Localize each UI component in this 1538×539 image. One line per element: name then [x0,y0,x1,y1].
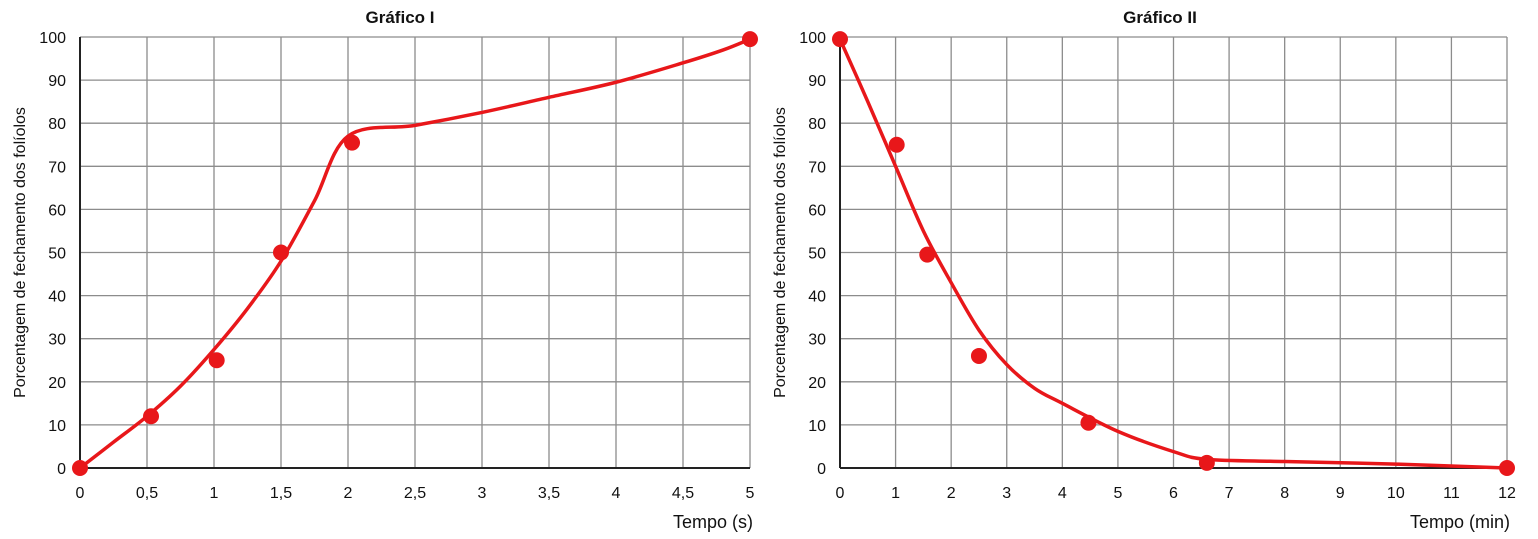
y-tick-label: 80 [808,116,826,133]
y-tick-label: 30 [48,332,66,349]
data-point [832,31,848,48]
x-tick-label: 5 [1113,485,1122,502]
x-tick-label: 8 [1280,485,1289,502]
data-point [742,31,758,48]
y-tick-label: 40 [808,289,826,306]
chart-title: Gráfico I [366,8,435,27]
x-tick-label: 0,5 [136,485,158,502]
y-tick-label: 70 [808,159,826,176]
gridlines [839,36,1508,469]
x-axis-label: Tempo (min) [1410,512,1510,532]
trend-curve [78,37,752,470]
x-tick-labels: 0 0,5 1 1,5 2 2,5 3 3,5 4 4,5 5 [76,485,755,502]
x-axis-label: Tempo (s) [673,512,753,532]
x-tick-label: 2 [947,485,956,502]
x-tick-labels: 0 1 2 3 4 5 6 7 8 9 10 11 12 [836,485,1516,502]
y-tick-label: 20 [808,375,826,392]
y-tick-labels: 0 10 20 30 40 50 60 70 80 90 100 [39,30,66,478]
x-tick-label: 3 [478,485,487,502]
trend-curve [838,37,1509,470]
y-tick-label: 30 [808,332,826,349]
data-point [888,136,905,153]
y-axis-label: Porcentagem de fechamento dos folíolos [12,107,29,398]
data-points [832,31,1515,476]
x-tick-label: 1 [210,485,219,502]
x-tick-label: 2,5 [404,485,426,502]
x-tick-label: 4 [612,485,621,502]
data-point [143,408,160,425]
y-tick-label: 50 [808,246,826,263]
data-point [919,246,936,263]
x-tick-label: 1 [891,485,900,502]
chart-grafico-i: 0 0,5 1 1,5 2 2,5 3 3,5 4 4,5 50102030405060708090… [12,8,758,532]
x-tick-label: 7 [1225,485,1234,502]
y-tick-label: 100 [39,30,66,47]
data-point [273,244,289,261]
y-tick-label: 40 [48,289,66,306]
y-tick-label: 10 [808,418,826,435]
x-tick-label: 2 [344,485,353,502]
data-point [1198,454,1215,471]
data-points [72,31,758,476]
x-tick-label: 3 [1002,485,1011,502]
y-tick-label: 100 [799,30,826,47]
y-axis-label: Porcentagem de fechamento dos folíolos [772,107,789,398]
x-tick-label: 11 [1443,485,1460,502]
x-tick-label: 1,5 [270,485,292,502]
y-tick-label: 90 [808,73,826,90]
chart-title: Gráfico II [1123,8,1197,27]
y-tick-label: 60 [48,202,66,219]
y-tick-label: 60 [808,202,826,219]
y-tick-label: 0 [57,461,66,478]
x-tick-label: 6 [1169,485,1178,502]
y-tick-label: 0 [817,461,826,478]
x-tick-label: 12 [1498,485,1516,502]
y-tick-label: 20 [48,375,66,392]
x-tick-label: 0 [836,485,845,502]
data-point [344,134,361,151]
x-tick-label: 3,5 [538,485,560,502]
x-tick-label: 10 [1387,485,1405,502]
x-tick-label: 4,5 [672,485,694,502]
y-tick-label: 70 [48,159,66,176]
data-point [970,347,987,364]
y-tick-label: 50 [48,246,66,263]
y-tick-labels: 0 10 20 30 40 50 60 70 80 90 100 [799,30,826,478]
x-tick-label: 5 [746,485,755,502]
x-tick-label: 4 [1058,485,1067,502]
gridlines [79,36,751,469]
data-point [208,352,225,369]
x-tick-label: 0 [76,485,85,502]
y-tick-label: 10 [48,418,66,435]
y-tick-label: 90 [48,73,66,90]
data-point [72,460,88,476]
data-point [1080,414,1097,431]
chart-grafico-ii: 0 1 2 3 4 5 6 7 8 9 10 11 120102030405060708090100Gr… [772,8,1516,532]
y-tick-label: 80 [48,116,66,133]
x-tick-label: 9 [1336,485,1345,502]
data-point [1499,460,1515,476]
